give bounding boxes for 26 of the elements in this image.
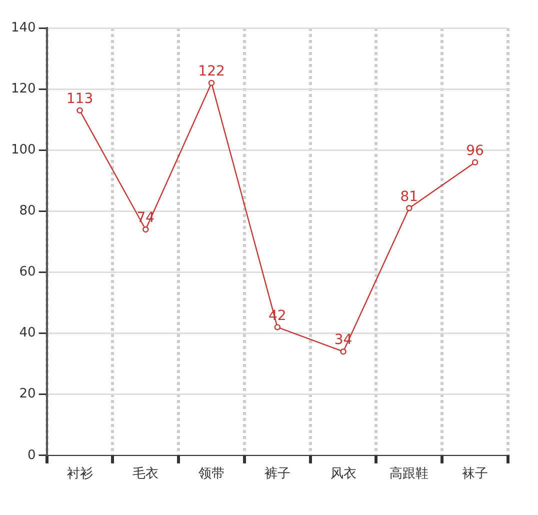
x-tick-label: 领带 (198, 466, 225, 482)
data-label: 113 (66, 91, 94, 108)
x-tick-label: 风衣 (330, 466, 356, 482)
point (76, 107, 83, 114)
data-label: 122 (198, 64, 225, 80)
point (340, 348, 346, 355)
data-label: 96 (466, 142, 484, 159)
x-tick-label: 裤子 (264, 466, 290, 482)
point (472, 159, 478, 166)
x-tick-label: 袜子 (462, 466, 488, 482)
y-tick-label: 120 (10, 81, 36, 96)
x-tick-label: 高跟鞋 (390, 466, 429, 482)
y-tick-label: 60 (19, 264, 36, 280)
data-label: 81 (400, 188, 418, 205)
x-tick-label: 衬衫 (66, 466, 93, 482)
y-tick-label: 140 (10, 20, 36, 36)
y-tick-label: 0 (28, 448, 36, 463)
y-tick-label: 40 (19, 326, 36, 341)
y-tick-label: 20 (19, 386, 36, 402)
point (274, 324, 281, 330)
point (142, 226, 149, 233)
y-tick-label: 100 (10, 142, 36, 158)
x-tick-label: 毛衣 (132, 466, 159, 482)
point (208, 80, 215, 86)
y-tick-label: 80 (19, 204, 36, 219)
point (406, 205, 412, 212)
